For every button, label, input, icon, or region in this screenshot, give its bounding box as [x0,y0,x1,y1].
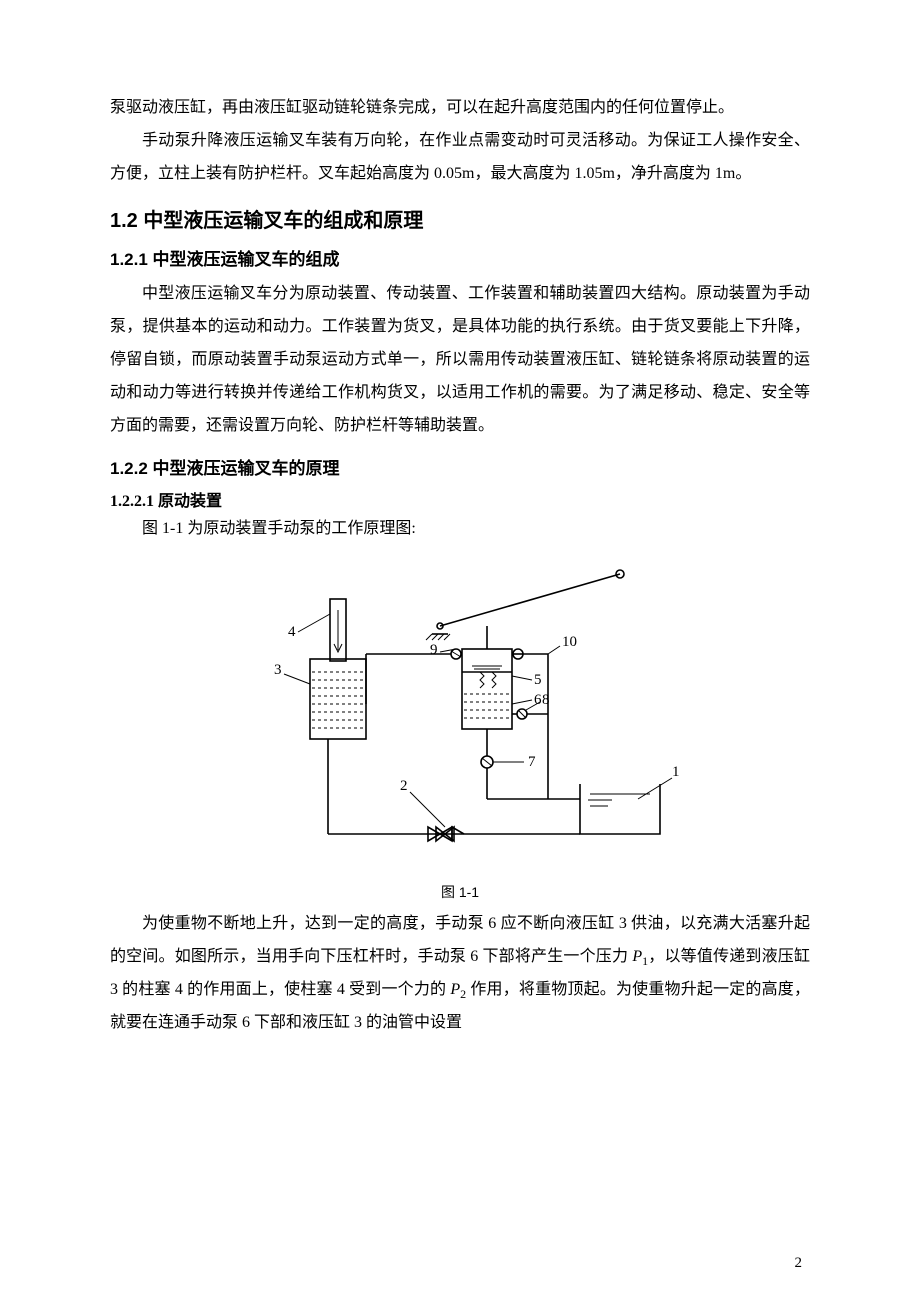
heading-1-2-2-1: 1.2.2.1 原动装置 [110,487,810,511]
figure-1-1: 1 2 3 4 5 6 7 8 9 10 图 1-1 [110,554,810,902]
paragraph-intro-1: 泵驱动液压缸，再由液压缸驱动链轮链条完成，可以在起升高度范围内的任何位置停止。 [110,92,810,125]
diagram-label-4: 4 [288,624,296,640]
paragraph-fig-intro: 图 1-1 为原动装置手动泵的工作原理图: [110,513,810,546]
heading-1-2-1: 1.2.1 中型液压运输叉车的组成 [110,245,810,270]
diagram-label-6: 6 [534,692,542,708]
heading-1-2-2: 1.2.2 中型液压运输叉车的原理 [110,454,810,479]
page-number: 2 [795,1255,803,1272]
heading-1-2: 1.2 中型液压运输叉车的组成和原理 [110,204,810,233]
diagram-label-3: 3 [274,662,282,678]
paragraph-intro-2: 手动泵升降液压运输叉车装有万向轮，在作业点需变动时可灵活移动。为保证工人操作安全… [110,125,810,191]
paragraph-1-2-1: 中型液压运输叉车分为原动装置、传动装置、工作装置和辅助装置四大结构。原动装置为手… [110,278,810,442]
diagram-label-1: 1 [672,764,680,780]
diagram-label-8: 8 [542,692,550,708]
hydraulic-diagram: 1 2 3 4 5 6 7 8 9 10 [240,554,680,874]
diagram-label-5: 5 [534,672,542,688]
symbol-p2: P [450,981,460,998]
figure-caption: 图 1-1 [110,882,810,902]
paragraph-after-fig: 为使重物不断地上升，达到一定的高度，手动泵 6 应不断向液压缸 3 供油，以充满… [110,908,810,1039]
diagram-label-10: 10 [562,634,577,650]
diagram-label-9: 9 [430,642,438,658]
diagram-label-7: 7 [528,754,536,770]
symbol-p1: P [632,948,642,965]
diagram-label-2: 2 [400,778,408,794]
